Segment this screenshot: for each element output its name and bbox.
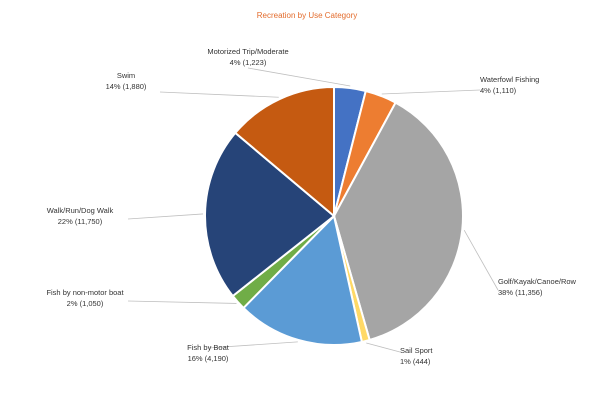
leader-lines bbox=[127, 67, 499, 353]
slice-category-0: Motorized Trip/Moderate bbox=[207, 47, 288, 56]
slices-layer bbox=[204, 85, 464, 346]
slice-label-2: Golf/Kayak/Canoe/Row 38% (11,356) bbox=[498, 277, 577, 297]
slice-value-4: 16% (4,190) bbox=[188, 354, 229, 363]
leader-line-1 bbox=[381, 89, 481, 95]
slice-category-1: Waterfowl Fishing bbox=[480, 75, 539, 84]
leader-line-6 bbox=[127, 213, 204, 220]
labels-layer: Motorized Trip/Moderate 4% (1,223) Waterfo… bbox=[46, 47, 576, 366]
pie-slice-6 bbox=[204, 131, 336, 298]
pie-slice-2 bbox=[332, 101, 464, 342]
pie-slice-4 bbox=[242, 213, 364, 346]
slice-label-0: Motorized Trip/Moderate 4% (1,223) bbox=[207, 47, 288, 67]
pie-slice-7 bbox=[233, 85, 335, 219]
slice-category-4: Fish by Boat bbox=[187, 343, 230, 352]
slice-value-2: 38% (11,356) bbox=[498, 288, 543, 297]
slice-category-6: Walk/Run/Dog Walk bbox=[47, 206, 114, 215]
slice-value-1: 4% (1,110) bbox=[480, 86, 517, 95]
slice-label-7: Swim 14% (1,880) bbox=[106, 71, 147, 91]
slice-value-5: 2% (1,050) bbox=[67, 299, 104, 308]
leader-line-2 bbox=[463, 230, 499, 291]
slice-category-5: Fish by non-motor boat bbox=[46, 288, 124, 297]
slice-label-5: Fish by non-motor boat 2% (1,050) bbox=[46, 288, 124, 308]
leader-line-7 bbox=[159, 91, 279, 98]
slice-category-7: Swim bbox=[117, 71, 135, 80]
leader-line-4 bbox=[207, 341, 298, 349]
chart-title: Recreation by Use Category bbox=[257, 11, 358, 20]
slice-label-4: Fish by Boat 16% (4,190) bbox=[187, 343, 230, 363]
slice-value-0: 4% (1,223) bbox=[230, 58, 267, 67]
slice-label-3: Sail Sport 1% (444) bbox=[400, 346, 433, 366]
slice-value-3: 1% (444) bbox=[400, 357, 431, 366]
slice-label-1: Waterfowl Fishing 4% (1,110) bbox=[480, 75, 539, 95]
leader-line-5 bbox=[127, 300, 237, 304]
slice-label-6: Walk/Run/Dog Walk 22% (11,750) bbox=[47, 206, 114, 226]
slice-value-7: 14% (1,880) bbox=[106, 82, 147, 91]
slice-category-2: Golf/Kayak/Canoe/Row bbox=[498, 277, 577, 286]
leader-line-3 bbox=[366, 342, 401, 353]
leader-line-0 bbox=[247, 67, 351, 87]
slice-category-3: Sail Sport bbox=[400, 346, 433, 355]
slice-value-6: 22% (11,750) bbox=[58, 217, 103, 226]
